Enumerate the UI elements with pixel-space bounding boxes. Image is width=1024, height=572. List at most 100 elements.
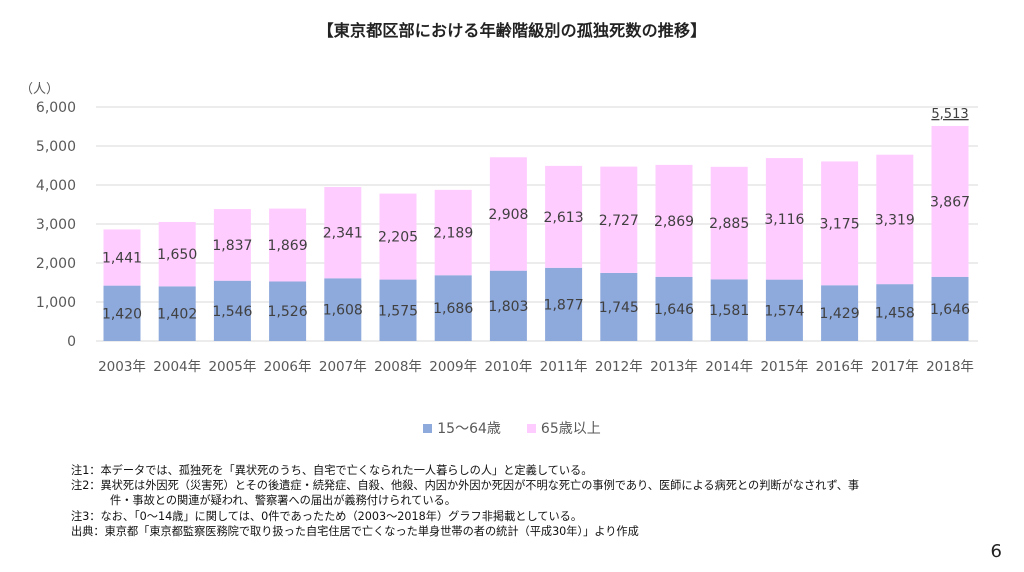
bar-65-plus	[655, 164, 693, 277]
bar-65-plus	[600, 166, 638, 273]
x-tick-label: 2010年	[484, 359, 532, 375]
bar-65-plus	[324, 186, 362, 279]
data-label: 3,175	[820, 216, 860, 232]
x-tick-label: 2013年	[650, 359, 698, 375]
data-label: 1,441	[102, 251, 142, 267]
bar-15-64	[489, 270, 527, 341]
x-tick-label: 2014年	[705, 359, 753, 375]
note-1: 注1：本データでは、孤独死を「異状死のうち、自宅で亡くなられた一人暮らしの人」と…	[71, 464, 593, 477]
bar-65-plus	[821, 161, 859, 286]
source-note: 出典：東京都「東京都監察医務院で取り扱った自宅住居で亡くなった単身世帯の者の統計…	[71, 524, 639, 538]
x-tick-label: 2017年	[871, 359, 919, 375]
data-label: 3,116	[764, 212, 804, 228]
bar-15-64	[821, 285, 859, 341]
bar-65-plus	[545, 165, 583, 268]
data-label: 1,420	[102, 306, 142, 322]
y-axis-ticks: 0 1,000 2,000 3,000 4,000 5,000 6,000	[36, 100, 76, 350]
legend-item-15-64: 15～64歳	[423, 418, 501, 438]
data-label: 1,429	[820, 306, 860, 322]
legend-swatch-65-plus	[526, 423, 536, 433]
y-tick-label: 0	[67, 334, 76, 350]
y-tick-label: 4,000	[36, 178, 76, 194]
bar-15-64	[213, 280, 251, 341]
y-tick-label: 5,000	[36, 139, 76, 155]
x-axis-labels: 2003年 2004年 2005年 2006年 2007年 2008年 2009年 2010年…	[98, 359, 974, 375]
legend-swatch-15-64	[423, 423, 433, 433]
data-label: 1,581	[709, 303, 749, 319]
data-label: 3,319	[875, 212, 915, 228]
x-tick-label: 2004年	[153, 359, 201, 375]
data-label: 1,608	[323, 303, 363, 319]
data-label: 1,837	[212, 238, 252, 254]
bar-65-plus	[103, 229, 141, 286]
legend-label-65-plus: 65歳以上	[540, 421, 601, 437]
bar-15-64	[434, 275, 472, 341]
data-label: 2,727	[599, 213, 639, 229]
bar-15-64	[931, 276, 969, 341]
bar-15-64	[269, 281, 307, 341]
chart-title: 【東京都区部における年齢階級別の孤独死数の推移】	[317, 21, 707, 40]
data-label: 1,646	[654, 302, 694, 318]
total-annotation: 5,513	[931, 107, 968, 122]
x-tick-label: 2015年	[760, 359, 808, 375]
bar-15-64	[158, 286, 196, 341]
data-label: 1,526	[268, 304, 308, 320]
bar-15-64	[710, 279, 748, 341]
data-label: 2,908	[488, 207, 528, 223]
x-tick-label: 2007年	[319, 359, 367, 375]
data-label: 1,546	[212, 304, 252, 320]
data-label: 1,650	[157, 247, 197, 263]
bars	[103, 125, 969, 341]
y-tick-label: 2,000	[36, 256, 76, 272]
bar-65-plus	[213, 209, 251, 281]
bar-15-64	[655, 276, 693, 341]
y-tick-label: 6,000	[36, 100, 76, 116]
data-label: 2,869	[654, 214, 694, 230]
bar-65-plus	[931, 125, 969, 277]
x-tick-label: 2003年	[98, 359, 146, 375]
bar-15-64	[103, 285, 141, 341]
data-label: 2,613	[544, 210, 584, 226]
annotations: 5,513	[931, 107, 968, 122]
y-tick-label: 3,000	[36, 217, 76, 233]
bar-65-plus	[434, 189, 472, 276]
bar-15-64	[876, 284, 914, 341]
data-label: 1,869	[268, 238, 308, 254]
data-label: 2,205	[378, 230, 418, 246]
data-label: 3,867	[930, 194, 970, 210]
data-label: 2,189	[433, 226, 473, 242]
x-tick-label: 2009年	[429, 359, 477, 375]
footnotes: 注1：本データでは、孤独死を「異状死のうち、自宅で亡くなられた一人暮らしの人」と…	[71, 463, 859, 539]
note-2-continued: 件・事故との関連が疑われ、警察署への届出が義務付けられている。	[110, 494, 456, 508]
bar-15-64	[765, 279, 803, 341]
x-tick-label: 2008年	[374, 359, 422, 375]
legend: 15～64歳 65歳以上	[0, 418, 1024, 438]
bar-65-plus	[489, 157, 527, 271]
data-label: 1,458	[875, 306, 915, 322]
bar-65-plus	[379, 193, 417, 280]
data-label: 1,803	[488, 299, 528, 315]
data-label: 2,341	[323, 226, 363, 242]
data-label: 1,686	[433, 301, 473, 317]
x-tick-label: 2016年	[816, 359, 864, 375]
bar-15-64	[545, 267, 583, 341]
data-label: 1,877	[544, 297, 584, 313]
x-tick-label: 2006年	[264, 359, 312, 375]
data-label: 1,574	[764, 303, 804, 319]
data-label: 1,745	[599, 300, 639, 316]
x-tick-label: 2012年	[595, 359, 643, 375]
y-tick-label: 1,000	[36, 295, 76, 311]
data-label: 1,575	[378, 303, 418, 319]
bar-15-64	[379, 279, 417, 341]
legend-label-15-64: 15～64歳	[437, 421, 501, 437]
legend-item-65-plus: 65歳以上	[526, 418, 601, 438]
bar-65-plus	[158, 221, 196, 287]
stacked-bar-chart: 0 1,000 2,000 3,000 4,000 5,000 6,000 （人） 1,42…	[20, 82, 978, 375]
y-axis-unit-label: （人）	[20, 82, 59, 97]
data-labels: 1,420 1,402 1,546 1,526 1,608 1,575 1,686 1,803…	[102, 194, 970, 322]
bar-15-64	[600, 272, 638, 341]
page-number: 6	[990, 541, 1002, 562]
bar-65-plus	[710, 166, 748, 280]
x-tick-label: 2011年	[540, 359, 588, 375]
note-2: 注2：異状死は外因死（災害死）とその後遺症・続発症、自殺、他殺、内因か外因か死因…	[71, 479, 860, 493]
